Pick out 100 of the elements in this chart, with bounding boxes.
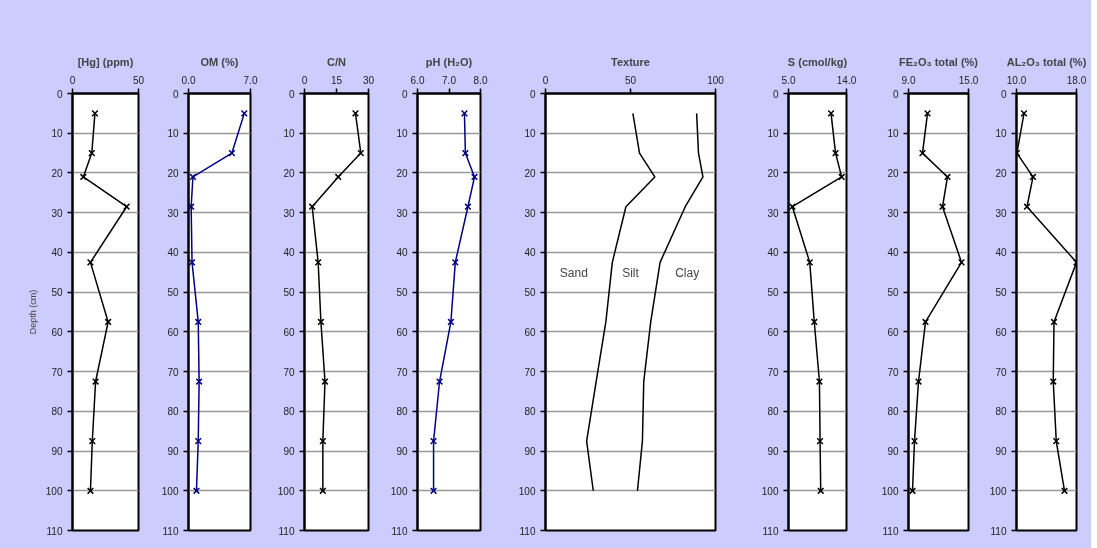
y-tick-label: 70 bbox=[995, 366, 1007, 378]
y-tick-label: 70 bbox=[283, 366, 295, 378]
y-tick-label: 50 bbox=[887, 287, 899, 299]
chart-title: AL₂O₃ total (%) bbox=[1006, 55, 1087, 68]
y-tick-label: 80 bbox=[887, 406, 899, 418]
y-tick-label: 60 bbox=[524, 326, 536, 338]
y-tick-label: 0 bbox=[172, 88, 179, 100]
y-tick-label: 40 bbox=[283, 247, 295, 259]
y-tick-label: 90 bbox=[167, 446, 179, 458]
y-tick-label: 10 bbox=[887, 128, 899, 140]
y-tick-label: 110 bbox=[762, 525, 779, 537]
point bbox=[451, 258, 459, 266]
y-tick-label: 10 bbox=[396, 128, 408, 140]
y-tick-label: 50 bbox=[524, 287, 536, 299]
x-tick-label: 5.0 bbox=[781, 74, 796, 86]
y-tick-label: 30 bbox=[167, 207, 179, 219]
y-tick-label: 100 bbox=[761, 485, 779, 497]
y-tick-label: 110 bbox=[391, 525, 408, 537]
x-tick-label: 18.0 bbox=[1066, 74, 1087, 86]
point bbox=[435, 377, 444, 386]
point bbox=[447, 318, 455, 326]
y-tick-label: 100 bbox=[518, 485, 536, 497]
x-tick-label: 7.0 bbox=[243, 74, 258, 86]
y-tick-label: 30 bbox=[396, 207, 408, 219]
x-tick-label: 10.0 bbox=[1006, 74, 1027, 86]
y-tick-label: 50 bbox=[995, 287, 1007, 299]
y-tick-label: 60 bbox=[51, 326, 63, 338]
chart-title: [Hg] (ppm) bbox=[77, 55, 134, 68]
y-tick-label: 80 bbox=[167, 406, 179, 418]
x-tick-label: 9.0 bbox=[901, 74, 916, 86]
y-tick-label: 10 bbox=[767, 128, 779, 140]
point bbox=[240, 109, 248, 117]
y-tick-label: 100 bbox=[161, 485, 179, 497]
x-tick-label: 7.0 bbox=[442, 74, 457, 86]
annotation: Clay bbox=[675, 265, 700, 280]
chart-title: FE₂O₃ total (%) bbox=[898, 55, 979, 68]
point bbox=[104, 318, 112, 326]
y-tick-label: 90 bbox=[396, 446, 408, 458]
y-tick-label: 10 bbox=[995, 128, 1007, 140]
y-tick-label: 40 bbox=[887, 247, 899, 259]
point bbox=[817, 487, 825, 495]
y-tick-label: 80 bbox=[995, 406, 1007, 418]
y-tick-label: 100 bbox=[989, 485, 1007, 497]
y-tick-label: 0 bbox=[529, 88, 536, 100]
y-tick-label: 90 bbox=[283, 446, 295, 458]
y-tick-label: 0 bbox=[288, 88, 295, 100]
point bbox=[195, 377, 203, 386]
y-tick-label: 110 bbox=[519, 525, 536, 537]
chart-title: pH (H₂O) bbox=[425, 55, 473, 68]
point bbox=[815, 377, 824, 386]
y-tick-label: 110 bbox=[278, 525, 295, 537]
y-tick-label: 40 bbox=[995, 247, 1007, 259]
chart-title: OM (%) bbox=[200, 55, 239, 68]
y-tick-label: 0 bbox=[772, 88, 779, 100]
x-tick-label: 8.0 bbox=[473, 74, 488, 86]
y-tick-label: 0 bbox=[1000, 88, 1007, 100]
y-tick-label: 20 bbox=[396, 167, 408, 179]
y-tick-label: 90 bbox=[995, 446, 1007, 458]
y-tick-label: 10 bbox=[524, 128, 536, 140]
y-tick-label: 60 bbox=[167, 326, 179, 338]
y-tick-label: 50 bbox=[167, 287, 179, 299]
point bbox=[816, 437, 824, 445]
annotation: Silt bbox=[622, 265, 640, 280]
point bbox=[321, 377, 329, 386]
y-tick-label: 80 bbox=[524, 406, 536, 418]
y-tick-label: 100 bbox=[277, 485, 295, 497]
y-tick-label: 40 bbox=[767, 247, 779, 259]
y-tick-label: 90 bbox=[887, 446, 899, 458]
y-tick-label: 70 bbox=[524, 366, 536, 378]
point bbox=[921, 318, 930, 326]
x-tick-label: 15 bbox=[330, 74, 343, 86]
y-tick-label: 90 bbox=[51, 446, 63, 458]
x-tick-label: 0 bbox=[542, 74, 549, 86]
y-tick-label: 20 bbox=[51, 167, 63, 179]
annotation: Sand bbox=[559, 265, 588, 280]
y-tick-label: 40 bbox=[51, 247, 63, 259]
point bbox=[910, 437, 919, 445]
y-tick-label: 80 bbox=[283, 406, 295, 418]
x-tick-label: 14.0 bbox=[836, 74, 857, 86]
y-tick-label: 50 bbox=[51, 287, 63, 299]
y-tick-label: 60 bbox=[995, 326, 1007, 338]
x-tick-label: 0.0 bbox=[181, 74, 196, 86]
y-tick-label: 20 bbox=[995, 167, 1007, 179]
y-tick-label: 70 bbox=[396, 366, 408, 378]
x-tick-label: 50 bbox=[132, 74, 145, 86]
y-tick-label: 20 bbox=[887, 167, 899, 179]
point bbox=[228, 149, 236, 157]
y-tick-label: 40 bbox=[396, 247, 408, 259]
y-tick-label: 30 bbox=[51, 207, 63, 219]
x-tick-label: 100 bbox=[707, 74, 725, 86]
y-tick-label: 100 bbox=[881, 485, 899, 497]
y-tick-label: 60 bbox=[887, 326, 899, 338]
x-tick-label: 0 bbox=[301, 74, 308, 86]
y-tick-label: 100 bbox=[45, 485, 63, 497]
y-tick-label: 10 bbox=[167, 128, 179, 140]
y-tick-label: 90 bbox=[524, 446, 536, 458]
x-tick-label: 15.0 bbox=[958, 74, 979, 86]
point bbox=[831, 149, 840, 157]
y-tick-label: 110 bbox=[882, 525, 899, 537]
point bbox=[914, 377, 923, 386]
